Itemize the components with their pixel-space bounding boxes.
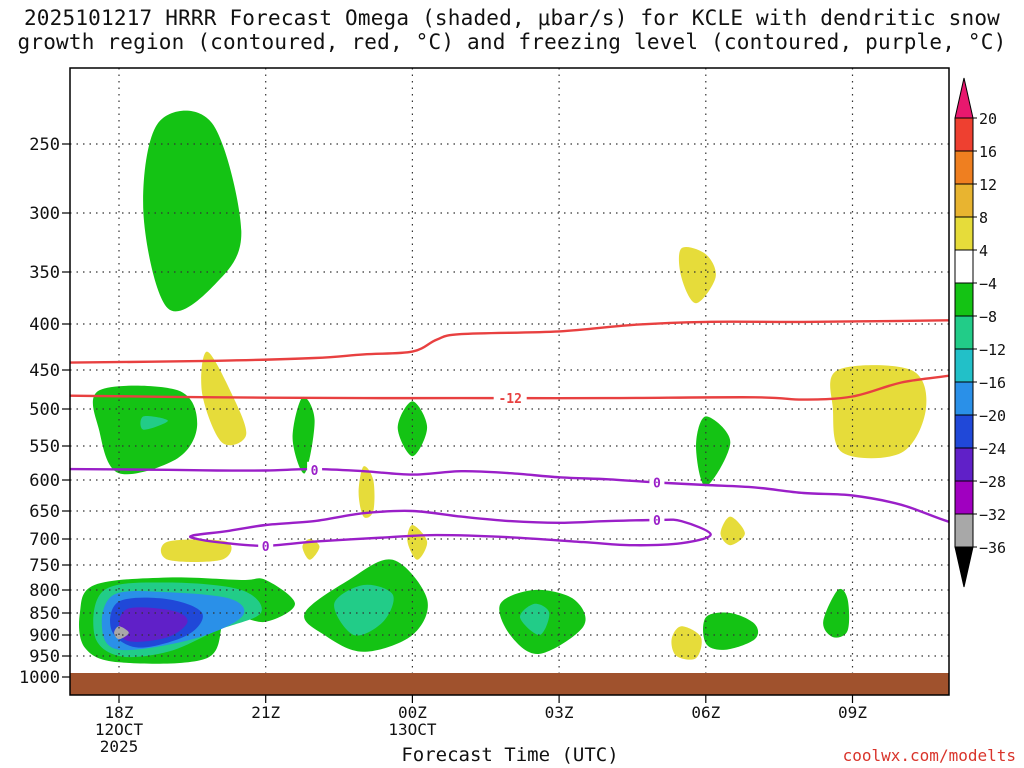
x-axis-title: Forecast Time (UTC): [401, 744, 619, 766]
y-tick-label: 950: [29, 647, 60, 667]
contour-freezing_level: [70, 467, 949, 524]
freezing-contour-label-bg: [258, 537, 274, 553]
y-tick-label: 750: [29, 556, 60, 576]
colorbar: 20 16 12 8 4 −4 −8 −12 −16 −20 −24 −28 −32 −36: [954, 77, 1006, 588]
y-tick-label: 550: [29, 437, 60, 457]
colorbar-label: −16: [979, 374, 1006, 392]
freezing-contour-label: 0: [653, 514, 661, 529]
x-tick-label: 06Z: [691, 703, 720, 722]
dgz-contour-label: -12: [498, 392, 521, 407]
colorbar-label: 8: [979, 209, 988, 227]
colorbar-label: −24: [979, 440, 1006, 458]
y-tick-label: 650: [29, 502, 60, 522]
freezing-contour-label: 0: [262, 540, 270, 555]
dgz-contour-label-bg: [493, 390, 527, 406]
contour-dgz_top: [70, 319, 949, 364]
omega-region: [519, 603, 550, 636]
omega-region: [696, 416, 731, 487]
freezing-contour-label-bg: [307, 461, 323, 477]
omega-region: [678, 247, 716, 304]
colorbar-swatch: [954, 249, 974, 284]
grid-lines: [70, 68, 949, 695]
colorbar-label: −36: [979, 539, 1006, 557]
omega-region: [397, 401, 428, 457]
x-tick-label: 00Z: [398, 703, 427, 722]
colorbar-top-arrow: [954, 77, 974, 119]
omega-region: [119, 607, 188, 642]
omega-region: [140, 416, 168, 430]
colorbar-swatch: [954, 315, 974, 350]
freezing-contour-label-bg: [649, 511, 665, 527]
y-tick-label: 800: [29, 581, 60, 601]
colorbar-swatch: [954, 150, 974, 185]
x-tick-label: 18Z: [105, 703, 134, 722]
colorbar-swatch: [954, 348, 974, 383]
y-tick-label: 400: [29, 315, 60, 335]
colorbar-label: 12: [979, 176, 997, 194]
contour-freezing_loop: [189, 509, 712, 548]
omega-region: [292, 396, 315, 474]
colorbar-swatch: [954, 480, 974, 515]
colorbar-swatch: [954, 414, 974, 449]
colorbar-label: 4: [979, 242, 988, 260]
colorbar-swatch: [954, 183, 974, 218]
omega-region: [703, 612, 759, 650]
x-tick-label: 09Z: [838, 703, 867, 722]
omega-region: [143, 110, 242, 312]
colorbar-label: 20: [979, 110, 997, 128]
x-tick-date: 12OCT: [95, 720, 144, 739]
omega-region: [160, 539, 232, 563]
x-tick-label: 21Z: [251, 703, 280, 722]
freezing-contour-label: 0: [653, 476, 661, 491]
axes: 2503003504004505005506006507007508008509…: [19, 135, 867, 756]
colorbar-swatch: [954, 513, 974, 548]
freezing-contour-label: 0: [311, 464, 319, 479]
colorbar-bottom-arrow: [954, 546, 974, 588]
chart-title: 2025101217 HRRR Forecast Omega (shaded, …: [17, 6, 1007, 54]
omega-region: [823, 588, 850, 638]
colorbar-swatch: [954, 282, 974, 317]
colorbar-label: −4: [979, 275, 997, 293]
y-tick-label: 900: [29, 626, 60, 646]
contours: -12 0 0 0 0: [70, 319, 949, 555]
credit-link[interactable]: coolwx.com/modelts: [842, 746, 1016, 765]
omega-region: [358, 466, 375, 518]
y-tick-label: 250: [29, 135, 60, 155]
colorbar-label: −12: [979, 341, 1006, 359]
y-tick-label: 1000: [19, 668, 60, 688]
colorbar-label: −20: [979, 407, 1006, 425]
y-tick-label: 500: [29, 400, 60, 420]
plot-frame: [69, 67, 950, 696]
freezing-contour-label-bg: [649, 474, 665, 490]
omega-region: [114, 626, 129, 640]
colorbar-label: −8: [979, 308, 997, 326]
omega-region: [720, 516, 745, 546]
y-tick-label: 850: [29, 604, 60, 624]
x-tick-label: 03Z: [545, 703, 574, 722]
colorbar-swatch: [954, 216, 974, 251]
y-tick-label: 600: [29, 471, 60, 491]
y-tick-label: 300: [29, 204, 60, 224]
x-tick-date: 13OCT: [388, 720, 437, 739]
colorbar-swatch: [954, 381, 974, 416]
contour-dgz_bottom: [70, 374, 949, 401]
omega-region: [407, 525, 428, 560]
omega-region: [830, 365, 927, 459]
colorbar-label: −28: [979, 473, 1006, 491]
colorbar-label: −32: [979, 506, 1006, 524]
omega-region: [334, 584, 394, 636]
x-tick-year: 2025: [100, 737, 139, 756]
colorbar-label: 16: [979, 143, 997, 161]
y-tick-label: 700: [29, 530, 60, 550]
surface-ground: [70, 673, 949, 695]
omega-region: [302, 539, 320, 560]
omega-shading: [79, 110, 927, 664]
colorbar-swatch: [954, 117, 974, 152]
y-tick-label: 450: [29, 361, 60, 381]
colorbar-swatch: [954, 447, 974, 482]
y-tick-label: 350: [29, 263, 60, 283]
